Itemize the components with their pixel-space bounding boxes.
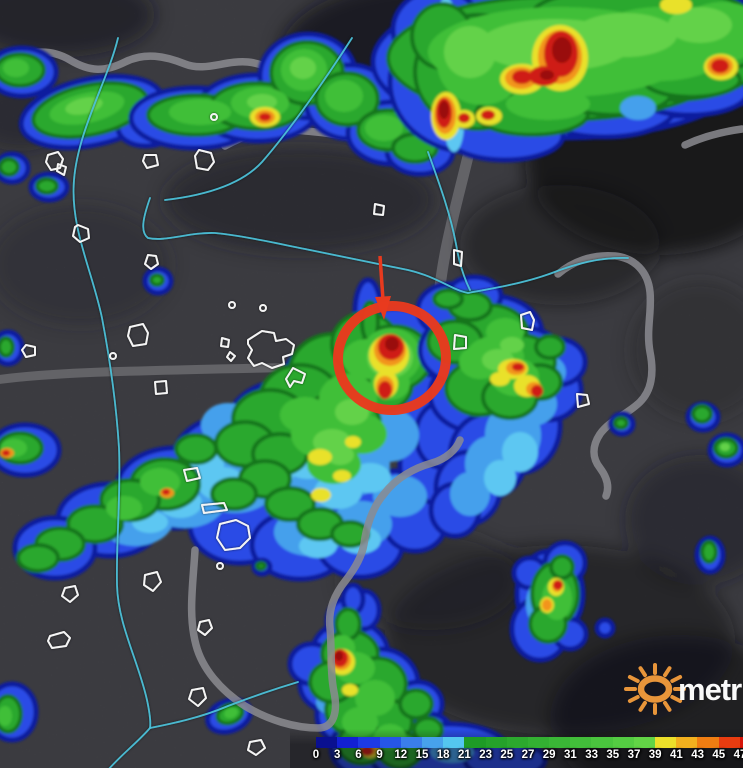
legend-tick-label: 47	[733, 749, 743, 761]
logo-text: metr	[678, 672, 742, 707]
legend-segment	[316, 737, 338, 748]
legend-tick-label: 3	[333, 749, 341, 761]
meteored-logo: metr	[612, 655, 743, 719]
legend-segment	[739, 737, 743, 748]
legend-segment	[612, 737, 634, 748]
storm-cell-topright	[370, 0, 743, 163]
legend-tick-label: 33	[585, 749, 598, 761]
storm-cell-bottomright	[509, 535, 726, 663]
legend-segment	[570, 737, 592, 748]
legend-segment	[337, 737, 359, 748]
legend-segments	[316, 737, 743, 748]
legend-tick-label: 27	[521, 749, 535, 761]
legend-segment	[464, 737, 486, 748]
legend-segment	[506, 737, 528, 748]
boundary-lines-over	[187, 436, 464, 732]
legend-segment	[379, 737, 401, 748]
legend-tick-label: 15	[415, 749, 429, 761]
legend-segment	[421, 737, 444, 748]
legend-tick-label: 6	[355, 749, 362, 761]
legend-tick-label: 25	[500, 749, 514, 761]
storm-cell-midright	[415, 274, 743, 539]
legend-labels: 0 3 6 9 12 15 18 21 23 25 27 29 31 33 35 37 39 41 43 45 47	[312, 749, 743, 763]
legend-tick-label: 37	[627, 749, 641, 761]
legend-tick-label: 29	[542, 749, 556, 761]
sun-icon	[624, 663, 686, 715]
precipitation-legend: 0 3 6 9 12 15 18 21 23 25 27 29 31 33 35 37 39 41 43 45 47	[312, 737, 743, 765]
legend-segment	[358, 737, 380, 748]
legend-tick-label: 12	[394, 749, 408, 761]
legend-tick-label: 35	[606, 749, 620, 761]
legend-tick-label: 41	[669, 749, 683, 761]
legend-segment	[655, 737, 677, 748]
annotation-arrow-line	[378, 255, 385, 301]
legend-tick-label: 23	[479, 749, 492, 761]
legend-segment	[697, 737, 719, 748]
storm-highlight-circle	[333, 300, 451, 416]
storm-highlight-annotation	[333, 255, 451, 416]
legend-segment	[591, 737, 613, 748]
legend-tick-label: 9	[376, 749, 383, 761]
storm-cells-bottomleft	[0, 557, 273, 743]
legend-segment	[443, 737, 465, 748]
legend-segment	[400, 737, 422, 748]
rivers	[72, 37, 629, 768]
legend-segment	[676, 737, 698, 748]
legend-tick-label: 45	[712, 749, 726, 761]
legend-tick-label: 39	[648, 749, 662, 761]
legend-tick-label: 31	[563, 749, 577, 761]
legend-tick-label: 0	[312, 749, 320, 761]
legend-segment	[549, 737, 571, 748]
legend-tick-label: 21	[457, 749, 471, 761]
legend-segment	[527, 737, 550, 748]
legend-tick-label: 18	[436, 749, 450, 761]
legend-tick-label: 43	[691, 749, 704, 761]
storm-cells-left-edge	[0, 151, 174, 478]
urban-area-outlines	[21, 113, 590, 756]
legend-segment	[633, 737, 655, 748]
legend-segment	[485, 737, 507, 748]
legend-segment	[718, 737, 740, 748]
